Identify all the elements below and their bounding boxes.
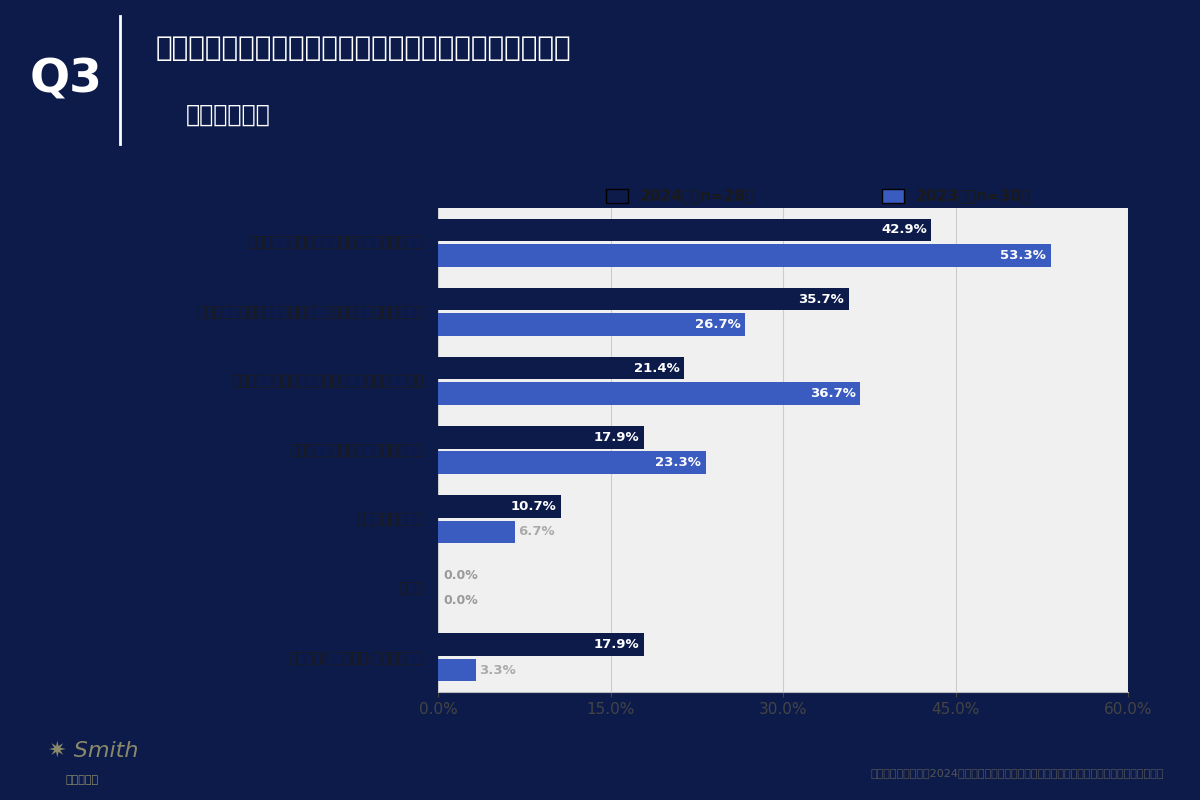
Text: 17.9%: 17.9% xyxy=(594,638,640,651)
Text: 53.3%: 53.3% xyxy=(1001,249,1046,262)
Text: 26.7%: 26.7% xyxy=(695,318,740,331)
Text: 6.7%: 6.7% xyxy=(518,526,556,538)
Text: 35.7%: 35.7% xyxy=(798,293,844,306)
Bar xyxy=(438,357,684,379)
Text: 自分だけのオリジナルなプレゼントになるから: 自分だけのオリジナルなプレゼントになるから xyxy=(247,235,424,250)
Text: 17.9%: 17.9% xyxy=(594,431,640,444)
Bar xyxy=(438,495,562,518)
Text: 自分のために作ってくれたという気持ちが相手に会わるから: 自分のために作ってくれたという気持ちが相手に会わるから xyxy=(198,305,424,318)
Text: （複数回答）: （複数回答） xyxy=(186,103,271,127)
Text: 0.0%: 0.0% xyxy=(444,569,479,582)
Text: 作るのにかけた時間が、自分の思い出にもなるから: 作るのにかけた時間が、自分の思い出にもなるから xyxy=(230,374,424,388)
Bar xyxy=(438,634,644,656)
Text: 工房スミス: 工房スミス xyxy=(66,775,100,785)
Text: その他: その他 xyxy=(398,582,424,595)
Text: コスパがいいから: コスパがいいから xyxy=(356,512,424,526)
Text: 2023年（n=30）: 2023年（n=30） xyxy=(916,189,1031,203)
Bar xyxy=(438,451,706,474)
Bar xyxy=(438,288,848,310)
Bar xyxy=(438,426,644,449)
Text: 10.7%: 10.7% xyxy=(511,500,557,513)
Text: 42.9%: 42.9% xyxy=(881,223,926,236)
Bar xyxy=(438,313,745,336)
Bar xyxy=(438,521,515,543)
Text: 手作りのプレゼントを渡したい理由を教えてください。: 手作りのプレゼントを渡したい理由を教えてください。 xyxy=(156,34,571,62)
Text: 特にない/わからない/答えられない: 特にない/わからない/答えられない xyxy=(289,650,424,665)
Text: Q3: Q3 xyxy=(30,58,102,102)
Bar xyxy=(438,218,931,241)
Text: 36.7%: 36.7% xyxy=(810,387,856,400)
Text: 手作りのものは忘れられにくいから: 手作りのものは忘れられにくいから xyxy=(289,443,424,457)
Text: 3.3%: 3.3% xyxy=(480,664,516,677)
Text: 21.4%: 21.4% xyxy=(634,362,679,374)
Text: 株式会社一宝｜　「2024年版」北海道在住カップルのクリスマスプレゼントに関する定点調査: 株式会社一宝｜ 「2024年版」北海道在住カップルのクリスマスプレゼントに関する… xyxy=(871,768,1164,778)
Bar xyxy=(438,244,1051,266)
Text: 23.3%: 23.3% xyxy=(655,456,701,469)
Bar xyxy=(438,659,476,682)
Text: 0.0%: 0.0% xyxy=(444,594,479,607)
Text: ✷ Smith: ✷ Smith xyxy=(48,741,138,761)
Bar xyxy=(438,382,860,405)
Text: 2024年（n=28）: 2024年（n=28） xyxy=(640,189,755,203)
